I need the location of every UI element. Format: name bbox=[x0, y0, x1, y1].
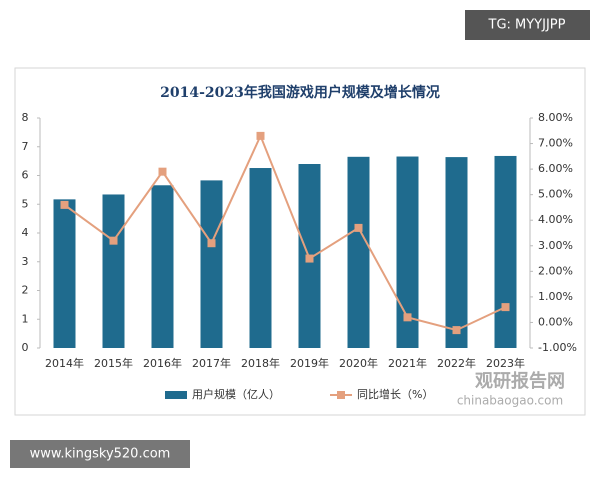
bar bbox=[151, 185, 174, 348]
y2-tick-label: 5.00% bbox=[538, 188, 573, 201]
x-tick-label: 2022年 bbox=[437, 356, 476, 370]
y-tick-label: 8 bbox=[22, 111, 29, 124]
legend-swatch bbox=[337, 391, 345, 399]
y-tick-label: 7 bbox=[22, 140, 29, 153]
x-tick-label: 2021年 bbox=[388, 356, 427, 370]
x-tick-label: 2020年 bbox=[339, 356, 378, 370]
x-tick-label: 2016年 bbox=[143, 356, 182, 370]
marker bbox=[207, 239, 216, 248]
watermark-top: TG: MYYJJPP bbox=[488, 18, 566, 33]
watermark-box bbox=[10, 440, 190, 468]
legend-swatch bbox=[165, 391, 187, 399]
y-tick-label: 2 bbox=[22, 284, 29, 297]
y2-tick-label: -1.00% bbox=[538, 341, 577, 354]
chart-title: 2014-2023年我国游戏用户规模及增长情况 bbox=[160, 84, 440, 101]
y2-tick-label: 0.00% bbox=[538, 315, 573, 328]
legend-label: 用户规模（亿人） bbox=[192, 387, 280, 401]
watermark-bottom: www.kingsky520.com bbox=[30, 447, 171, 462]
marker bbox=[256, 131, 265, 140]
x-tick-label: 2019年 bbox=[290, 356, 329, 370]
y2-tick-label: 4.00% bbox=[538, 213, 573, 226]
marker bbox=[158, 167, 167, 176]
y-tick-label: 1 bbox=[22, 312, 29, 325]
y-tick-label: 4 bbox=[22, 226, 29, 239]
marker bbox=[501, 303, 510, 312]
bar bbox=[445, 157, 468, 348]
bar bbox=[494, 155, 517, 348]
y2-tick-label: 8.00% bbox=[538, 111, 573, 124]
watermark-box bbox=[465, 10, 590, 40]
x-tick-label: 2017年 bbox=[192, 356, 231, 370]
line bbox=[63, 133, 506, 332]
bar bbox=[249, 168, 272, 348]
y-tick-label: 3 bbox=[22, 255, 29, 268]
y2-tick-label: 7.00% bbox=[538, 137, 573, 150]
marker bbox=[109, 236, 118, 245]
x-tick-label: 2018年 bbox=[241, 356, 280, 370]
y-tick-label: 6 bbox=[22, 169, 29, 182]
y2-tick-label: 1.00% bbox=[538, 290, 573, 303]
marker bbox=[452, 326, 461, 335]
x-tick-label: 2014年 bbox=[45, 356, 84, 370]
y-tick-label: 5 bbox=[22, 197, 29, 210]
x-tick-label: 2023年 bbox=[486, 356, 525, 370]
watermark-brand: 观研报告网 bbox=[475, 370, 565, 392]
watermark-brand-url: chinabaogao.com bbox=[457, 394, 563, 408]
x-tick-label: 2015年 bbox=[94, 356, 133, 370]
marker bbox=[305, 254, 314, 263]
bar bbox=[347, 156, 370, 348]
bar bbox=[200, 180, 223, 348]
bar bbox=[396, 156, 419, 348]
y2-tick-label: 2.00% bbox=[538, 264, 573, 277]
y2-tick-label: 6.00% bbox=[538, 162, 573, 175]
bar bbox=[53, 199, 76, 348]
y-tick-label: 0 bbox=[22, 341, 29, 354]
marker bbox=[354, 223, 363, 232]
bar bbox=[102, 194, 125, 348]
y2-tick-label: 3.00% bbox=[538, 239, 573, 252]
marker bbox=[403, 313, 412, 322]
marker bbox=[60, 200, 69, 209]
legend-label: 同比增长（%） bbox=[357, 387, 433, 401]
